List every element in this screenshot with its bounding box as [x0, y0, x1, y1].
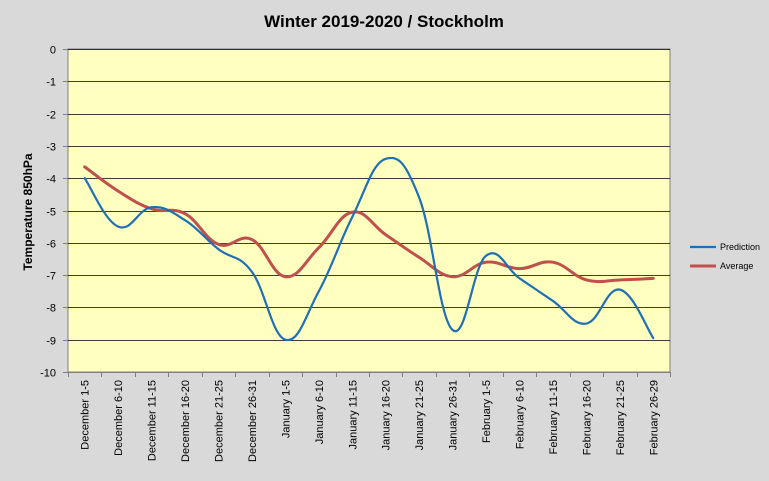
data-point-average — [652, 277, 655, 280]
x-tick-label: December 21-25 — [214, 380, 226, 462]
data-point-average — [250, 238, 253, 241]
data-point-prediction — [150, 206, 153, 209]
data-point-average — [585, 278, 588, 281]
data-point-prediction — [217, 248, 220, 251]
y-tick-label: -10 — [40, 368, 56, 380]
x-tick-label: December 11-15 — [147, 380, 159, 461]
x-tick-label: February 26-29 — [648, 380, 660, 455]
x-tick-label: December 1-5 — [80, 380, 92, 450]
x-tick-label: January 11-15 — [347, 380, 359, 450]
series-line-prediction — [83, 156, 655, 341]
data-point-prediction — [618, 288, 621, 291]
data-point-average — [184, 212, 187, 215]
legend-label-prediction: Prediction — [720, 242, 760, 252]
x-tick-label: February 21-25 — [615, 380, 627, 455]
data-point-average — [384, 233, 387, 236]
x-tick-label: February 1-5 — [481, 380, 493, 443]
data-point-average — [83, 165, 86, 168]
data-point-prediction — [585, 322, 588, 325]
x-tick-label: December 16-20 — [180, 380, 192, 462]
y-tick-label: -3 — [46, 142, 56, 154]
data-point-average — [551, 261, 554, 264]
series-line-average — [83, 165, 655, 284]
x-tick-label: February 6-10 — [515, 380, 527, 449]
x-tick-label: January 26-31 — [448, 380, 460, 450]
x-tick-label: January 16-20 — [381, 380, 393, 450]
data-point-average — [317, 246, 320, 249]
data-point-average — [518, 267, 521, 270]
y-tick-label: 0 — [50, 45, 56, 57]
data-point-prediction — [184, 219, 187, 222]
y-axis-label: Temperature 850hPa — [21, 153, 35, 270]
x-tick-label: January 6-10 — [314, 380, 326, 444]
x-tick-label: February 16-20 — [581, 380, 593, 455]
legend-label-average: Average — [720, 261, 753, 271]
data-point-prediction — [384, 157, 387, 160]
y-tick-label: -5 — [46, 207, 56, 219]
data-point-prediction — [518, 277, 521, 280]
data-point-prediction — [284, 338, 287, 341]
x-tick-label: February 11-15 — [548, 380, 560, 454]
data-point-prediction — [250, 270, 253, 273]
x-tick-label: December 26-31 — [247, 380, 259, 462]
y-tick-label: -9 — [46, 336, 56, 348]
data-point-prediction — [451, 329, 454, 332]
data-point-average — [284, 275, 287, 278]
data-point-prediction — [485, 254, 488, 257]
y-tick-label: -4 — [46, 174, 56, 186]
data-point-prediction — [83, 177, 86, 180]
data-point-prediction — [117, 225, 120, 228]
data-point-average — [618, 278, 621, 281]
y-tick-label: -8 — [46, 303, 56, 315]
y-tick-label: -6 — [46, 239, 56, 251]
data-point-average — [117, 190, 120, 193]
data-point-prediction — [551, 299, 554, 302]
data-point-average — [418, 256, 421, 259]
data-point-average — [217, 243, 220, 246]
data-point-prediction — [418, 196, 421, 199]
x-tick-label: January 21-25 — [414, 380, 426, 450]
data-point-prediction — [317, 290, 320, 293]
data-point-average — [451, 275, 454, 278]
y-tick-label: -7 — [46, 271, 56, 283]
x-tick-label: December 6-10 — [113, 380, 125, 456]
y-tick-label: -1 — [46, 77, 56, 89]
data-point-average — [485, 261, 488, 264]
x-tick-label: January 1-5 — [280, 380, 292, 438]
data-point-prediction — [652, 337, 655, 340]
y-tick-label: -2 — [46, 110, 56, 122]
data-point-prediction — [351, 215, 354, 218]
chart-title: Winter 2019-2020 / Stockholm — [264, 12, 504, 31]
